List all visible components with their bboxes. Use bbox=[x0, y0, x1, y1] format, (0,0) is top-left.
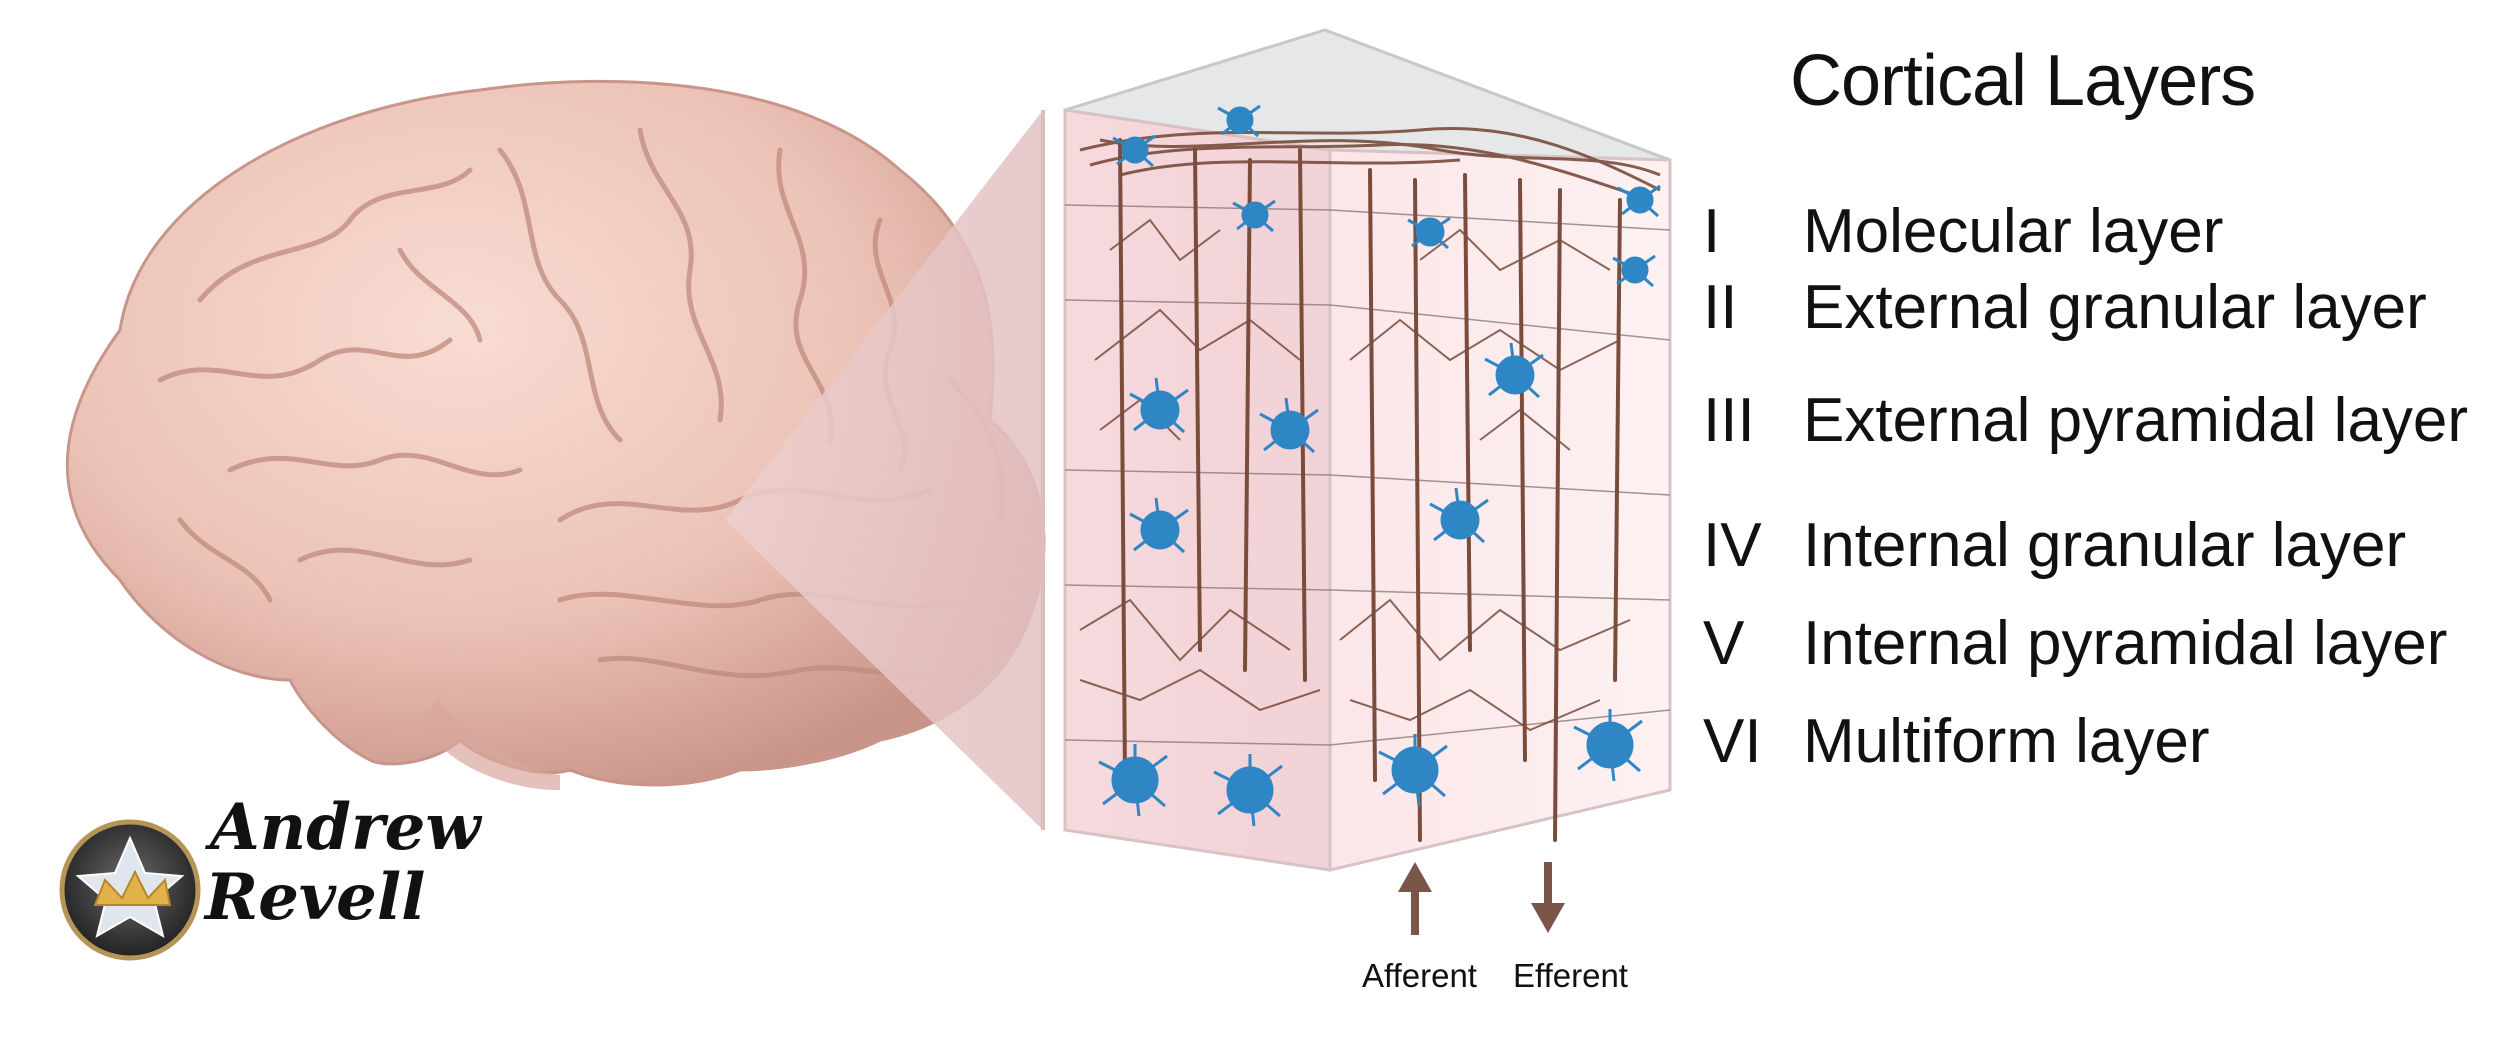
cortex-block bbox=[1063, 28, 1672, 872]
neuron bbox=[1407, 216, 1451, 250]
neuron bbox=[1112, 134, 1156, 168]
neuron bbox=[1217, 104, 1261, 138]
neuron bbox=[1429, 487, 1489, 544]
neuron bbox=[1612, 254, 1656, 288]
logo-name-last: Revell bbox=[205, 860, 426, 935]
layer-numeral: IV bbox=[1703, 511, 1762, 580]
layer-numeral: I bbox=[1703, 197, 1721, 266]
layer-name: Molecular layer bbox=[1803, 197, 2224, 266]
layer-row-3: III External pyramidal layer bbox=[1703, 385, 2468, 456]
layer-numeral: II bbox=[1703, 273, 1738, 342]
layer-row-1: I Molecular layer bbox=[1703, 196, 2223, 267]
layer-row-6: VI Multiform layer bbox=[1703, 706, 2210, 777]
neuron bbox=[1573, 709, 1643, 782]
neuron bbox=[1484, 342, 1544, 399]
layer-name: External pyramidal layer bbox=[1803, 386, 2469, 455]
zoom-cone bbox=[725, 110, 1043, 830]
brain-stem bbox=[420, 700, 560, 790]
branch-fibers bbox=[1079, 218, 1631, 732]
neuron bbox=[1129, 497, 1189, 554]
afferent-arrow bbox=[1398, 862, 1432, 935]
molecular-fibers bbox=[1079, 126, 1661, 202]
layer-numeral: III bbox=[1703, 386, 1755, 455]
layer-name: External granular layer bbox=[1803, 273, 2427, 342]
layer-name: Internal granular layer bbox=[1803, 511, 2407, 580]
efferent-arrow bbox=[1531, 862, 1565, 933]
neuron bbox=[1232, 199, 1276, 233]
efferent-label: Efferent bbox=[1513, 957, 1628, 994]
layer-row-4: IV Internal granular layer bbox=[1703, 510, 2406, 581]
neuron-bodies bbox=[1098, 104, 1661, 827]
afferent-label: Afferent bbox=[1362, 957, 1477, 994]
neuron bbox=[1098, 744, 1168, 817]
layer-row-5: V Internal pyramidal layer bbox=[1703, 608, 2447, 679]
layer-name: Internal pyramidal layer bbox=[1803, 609, 2448, 678]
andrew-revell-logo bbox=[59, 819, 201, 961]
neuron bbox=[1378, 734, 1448, 807]
neuron bbox=[1259, 397, 1319, 454]
layer-numeral: V bbox=[1703, 609, 1745, 678]
layer-name: Multiform layer bbox=[1803, 707, 2210, 776]
logo-name-first: Andrew bbox=[210, 790, 481, 865]
neuron bbox=[1129, 377, 1189, 434]
neuron bbox=[1213, 754, 1283, 827]
neuron bbox=[1617, 184, 1661, 218]
crown-icon bbox=[93, 869, 172, 906]
dendrites bbox=[1118, 138, 1622, 842]
layer-numeral: VI bbox=[1703, 707, 1762, 776]
figure-title: Cortical Layers bbox=[1790, 41, 2256, 121]
layer-row-2: II External granular layer bbox=[1703, 272, 2427, 343]
brain-shape bbox=[65, 79, 1046, 787]
